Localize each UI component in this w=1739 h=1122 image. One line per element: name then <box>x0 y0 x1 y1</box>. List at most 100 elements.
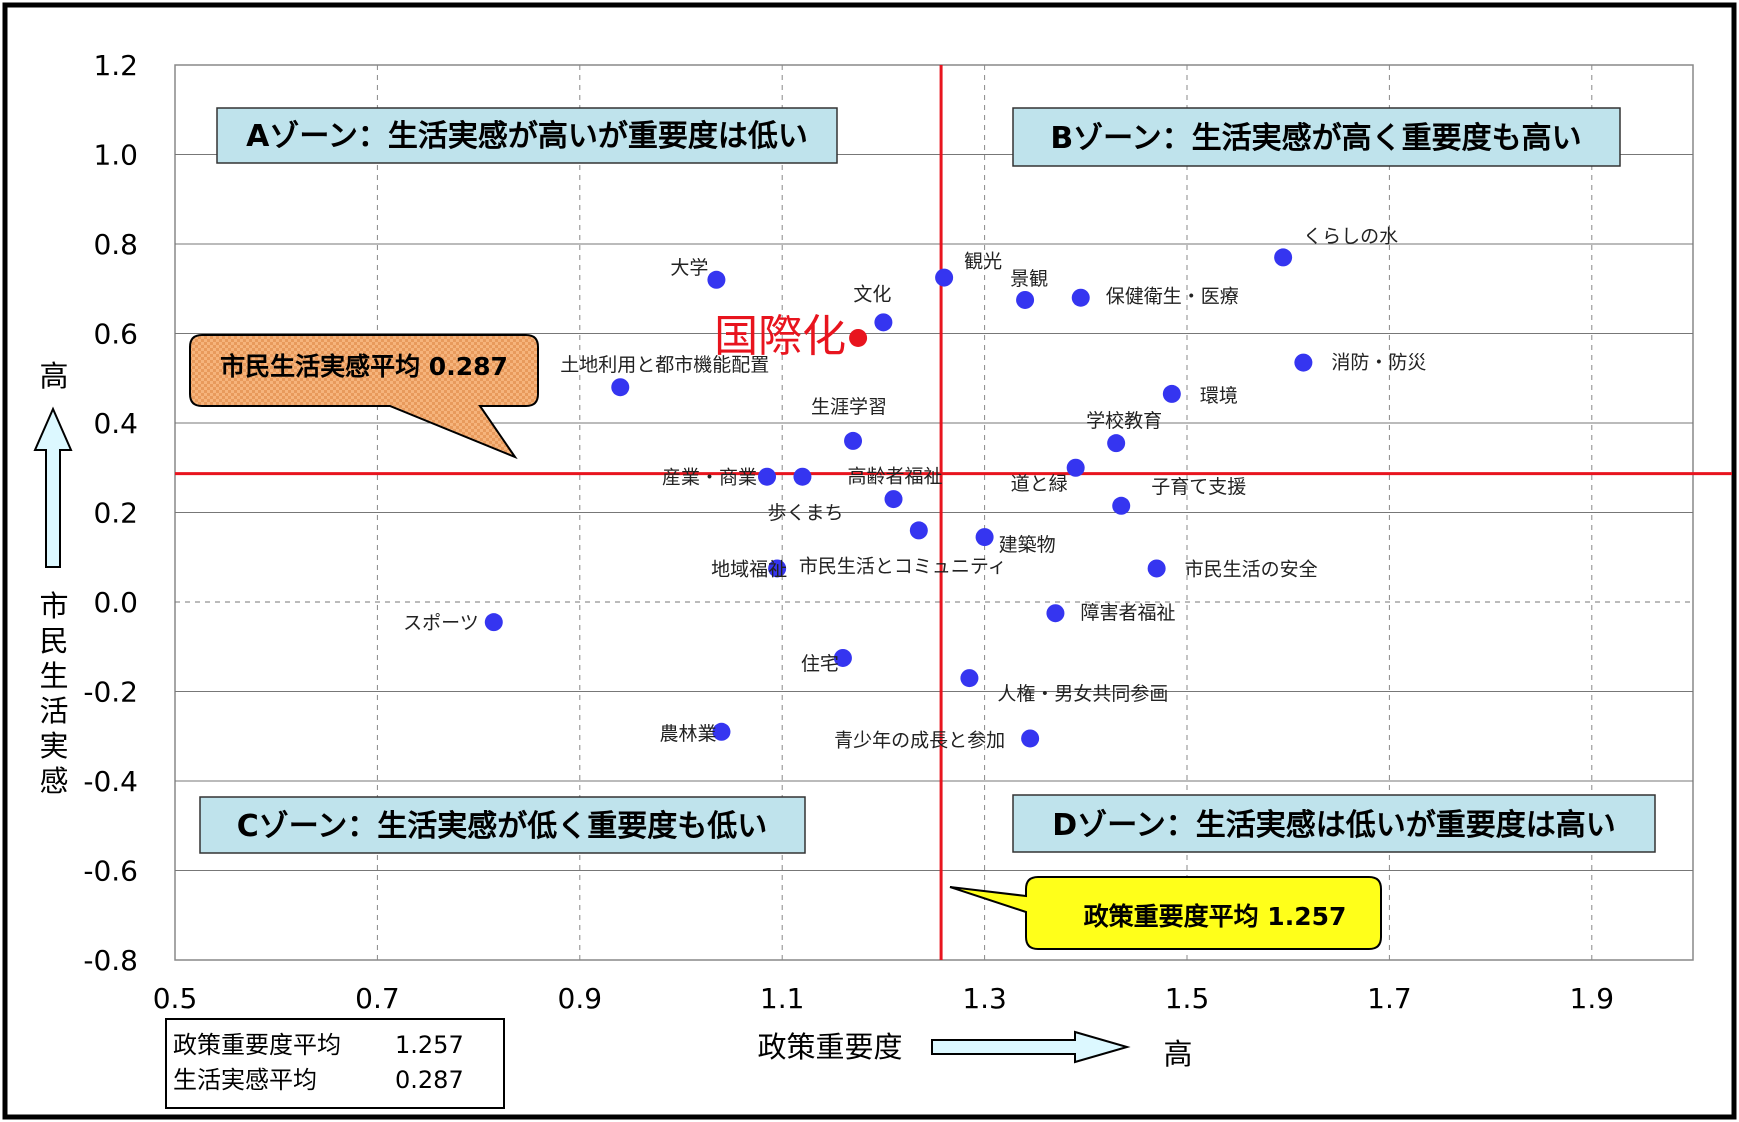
data-point-label: 歩くまち <box>768 502 844 524</box>
x-mean-callout: 政策重要度平均 1.257 <box>949 876 1382 950</box>
data-point-label: 観光 <box>964 251 1002 273</box>
data-point-label: 住宅 <box>801 653 839 675</box>
data-point-label: 産業・商業 <box>662 467 757 489</box>
y-tick-label: 0.6 <box>93 318 138 351</box>
data-point-label: 子育て支援 <box>1151 476 1246 498</box>
data-point <box>758 467 777 486</box>
y-tick-label: -0.2 <box>83 676 138 709</box>
zone-a-box <box>216 107 838 164</box>
y-axis-label-char: 民 <box>39 624 68 658</box>
data-point-label: 高齢者福祉 <box>847 466 942 488</box>
data-point <box>1016 290 1035 309</box>
summary-value-2: 0.287 <box>395 1066 464 1094</box>
data-point <box>960 669 979 688</box>
y-axis-label-char: 実 <box>39 729 68 763</box>
y-tick-label: -0.8 <box>83 944 138 977</box>
data-point <box>1107 434 1126 453</box>
x-mean-callout-text: 政策重要度平均 1.257 <box>1084 902 1347 931</box>
zone-a-label: Aゾーン：生活実感が高いが重要度は低い <box>246 119 808 154</box>
data-point <box>1274 248 1293 267</box>
y-axis-high-label: 高 <box>39 359 68 393</box>
data-point-label: 保健衛生・医療 <box>1106 286 1239 308</box>
data-point <box>611 378 630 397</box>
y-tick-label: 1.2 <box>93 49 138 82</box>
y-tick-label: 0.8 <box>93 228 138 261</box>
data-point <box>1147 559 1166 578</box>
x-tick-label: 0.5 <box>153 982 198 1015</box>
x-tick-label: 1.9 <box>1570 982 1615 1015</box>
data-point-label: 人権・男女共同参画 <box>997 683 1168 705</box>
data-point <box>1066 458 1085 477</box>
data-point-label: 文化 <box>853 283 891 305</box>
x-tick-label: 0.7 <box>355 982 400 1015</box>
data-point <box>833 648 852 667</box>
x-tick-label: 1.5 <box>1165 982 1210 1015</box>
zone-d: Dゾーン：生活実感は低いが重要度は高い <box>1012 794 1656 853</box>
y-mean-callout-shape <box>189 334 539 460</box>
data-point <box>707 270 726 289</box>
y-tick-label: 1.0 <box>93 139 138 172</box>
data-point-label: くらしの水 <box>1303 225 1398 247</box>
y-axis-label-char: 活 <box>39 694 68 728</box>
zone-b: Bゾーン：生活実感が高く重要度も高い <box>1012 107 1621 167</box>
data-point <box>484 613 503 632</box>
y-tick-label: -0.6 <box>83 855 138 888</box>
data-point-label: 環境 <box>1200 385 1238 407</box>
x-tick-label: 1.3 <box>962 982 1007 1015</box>
zone-d-box <box>1012 794 1656 853</box>
up-arrow-icon <box>33 406 73 568</box>
data-point-label: 生涯学習 <box>811 396 887 418</box>
x-tick-labels: 0.5 0.7 0.9 1.1 1.3 1.5 1.7 1.9 <box>153 982 1614 1015</box>
highlight-marker <box>849 328 868 347</box>
data-point <box>768 559 787 578</box>
data-point-label: 土地利用と都市機能配置 <box>560 354 769 376</box>
data-point-label: 農林業 <box>659 723 716 745</box>
zone-c: Cゾーン：生活実感が低く重要度も低い <box>199 796 806 854</box>
data-point <box>1071 288 1090 307</box>
summary-label-2: 生活実感平均 <box>173 1066 317 1094</box>
data-point-label: 青少年の成長と参加 <box>834 729 1005 751</box>
summary-value-1: 1.257 <box>395 1031 464 1059</box>
y-tick-label: 0.0 <box>93 586 138 619</box>
x-mean-callout-shape <box>949 876 1382 950</box>
data-point <box>1162 384 1181 403</box>
data-point <box>935 268 954 287</box>
data-point-label: 景観 <box>1010 268 1048 290</box>
zone-a: Aゾーン：生活実感が高いが重要度は低い <box>216 107 838 164</box>
data-point-label: 消防・防災 <box>1331 352 1426 374</box>
y-axis-label-char: 感 <box>39 764 68 798</box>
zone-b-box <box>1012 107 1621 167</box>
y-axis-label-char: 市 <box>39 589 68 623</box>
data-point-label: 道と緑 <box>1011 473 1068 495</box>
data-point <box>793 467 812 486</box>
x-axis-high-label: 高 <box>1163 1037 1192 1071</box>
y-axis-title: 高 市民生活実感 <box>33 359 73 798</box>
zone-b-label: Bゾーン：生活実感が高く重要度も高い <box>1050 121 1581 156</box>
data-point <box>909 521 928 540</box>
data-point-label: 市民生活の安全 <box>1185 558 1318 580</box>
y-axis-label: 市民生活実感 <box>39 589 68 798</box>
summary-box-frame <box>165 1018 505 1109</box>
y-tick-label: -0.4 <box>83 765 138 798</box>
data-point-label: 地域福祉 <box>711 558 787 580</box>
data-point-label: 学校教育 <box>1086 410 1162 432</box>
x-axis-title: 政策重要度 高 <box>757 1030 1192 1071</box>
gridlines <box>175 65 1693 960</box>
y-tick-labels: 1.2 1.0 0.8 0.6 0.4 0.2 0.0 -0.2 -0.4 -0.6 -0.8 <box>83 49 138 977</box>
y-mean-callout-text: 市民生活実感平均 0.287 <box>220 352 508 381</box>
data-point <box>884 490 903 509</box>
data-point <box>712 722 731 741</box>
x-tick-label: 1.7 <box>1367 982 1412 1015</box>
right-arrow-icon <box>931 1030 1131 1064</box>
data-point <box>874 313 893 332</box>
data-point-label: 建築物 <box>999 534 1056 556</box>
y-tick-label: 0.4 <box>93 407 138 440</box>
data-point <box>1021 729 1040 748</box>
highlight-label: 国際化 <box>714 311 846 362</box>
x-axis-label: 政策重要度 <box>757 1030 902 1064</box>
data-point-label: スポーツ <box>403 612 479 634</box>
highlight-point: 国際化 <box>714 311 868 362</box>
data-point-label: 大学 <box>670 257 708 279</box>
